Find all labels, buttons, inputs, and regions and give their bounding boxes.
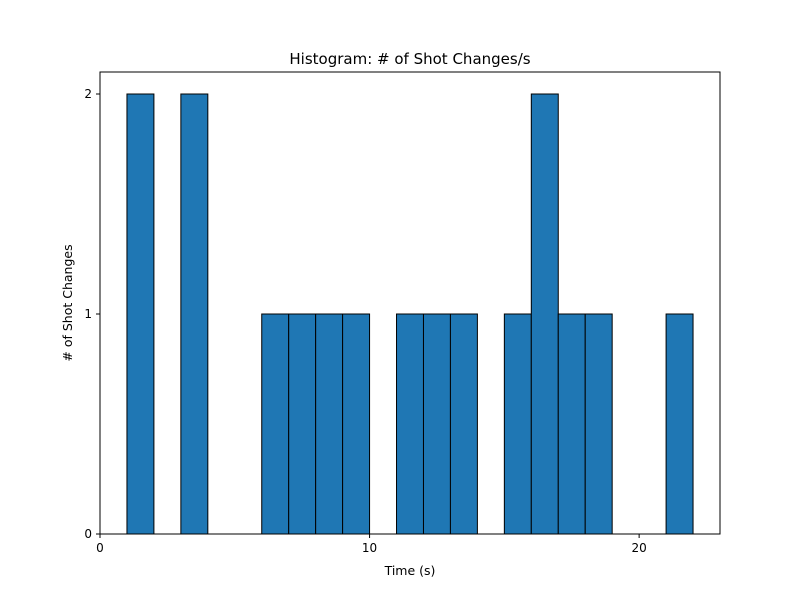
histogram-bar [503,313,532,535]
histogram-bar [557,313,586,535]
x-tick-label: 0 [96,541,104,555]
y-axis-label: # of Shot Changes [60,244,75,361]
x-tick-label: 10 [362,541,377,555]
histogram-bar [530,93,559,535]
histogram-bar [180,93,209,535]
bars-layer [126,93,694,535]
histogram-bar [396,313,424,535]
x-axis-ticks: 0 10 20 [96,534,647,555]
y-axis-ticks: 0 1 2 [84,87,100,541]
histogram-bar [584,313,613,535]
y-tick-label: 0 [84,527,92,541]
x-tick-label: 20 [631,541,646,555]
histogram-bar [288,313,317,535]
y-tick-label: 1 [84,307,92,321]
plot-area-frame [99,71,721,535]
x-axis-label: Time (s) [384,563,436,578]
histogram-bar [665,313,694,535]
histogram-bar [422,313,451,535]
histogram-bar [315,313,344,535]
histogram-bar [449,313,478,535]
histogram-bar [261,313,290,535]
y-tick-label: 2 [84,87,92,101]
histogram-bar [342,313,371,535]
histogram-bar [126,93,155,535]
chart-title: Histogram: # of Shot Changes/s [289,50,530,68]
